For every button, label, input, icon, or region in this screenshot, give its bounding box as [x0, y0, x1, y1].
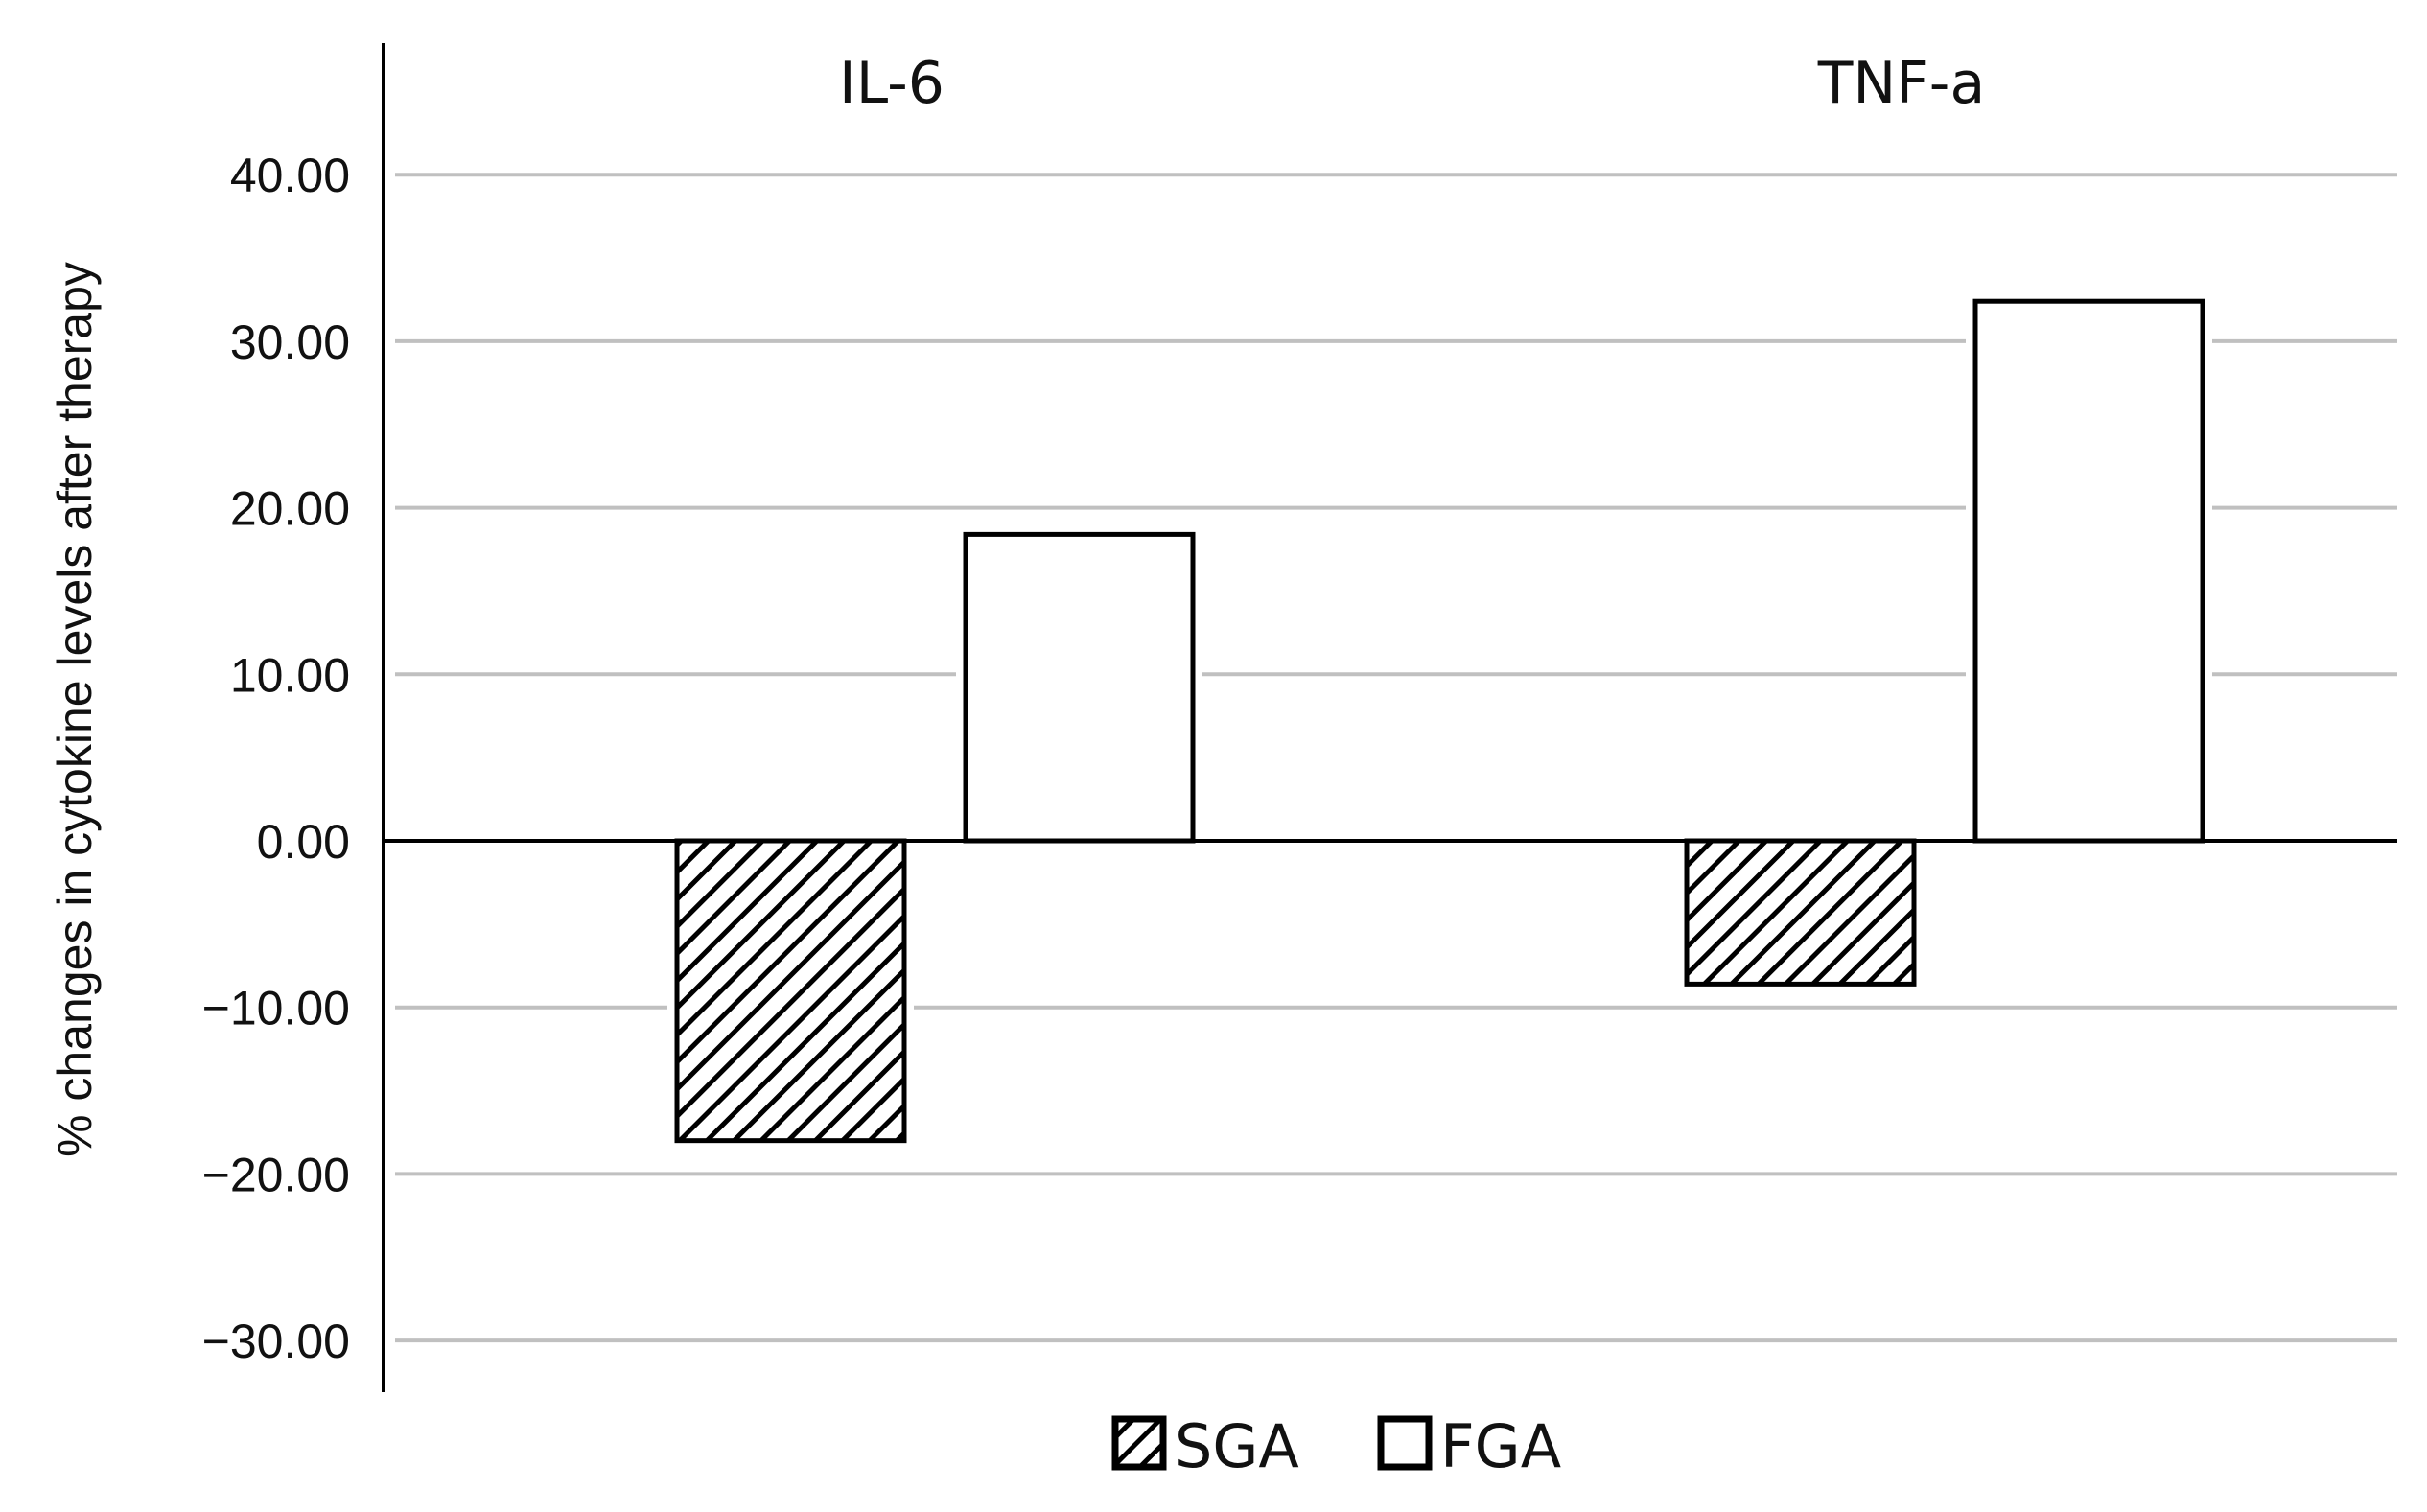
legend-swatch-sga [1111, 1415, 1167, 1471]
bar-fga-il-6 [963, 531, 1196, 844]
legend-label-fga: FGA [1440, 1411, 1561, 1481]
bar-fga-tnf-a [1972, 298, 2205, 844]
bar-sga-tnf-a [1684, 838, 1917, 987]
y-tick-label: 0.00 [257, 815, 350, 869]
y-tick-label: −10.00 [202, 982, 350, 1035]
y-tick-label: 20.00 [230, 482, 350, 536]
y-tick-label: 30.00 [230, 315, 350, 369]
legend-label-sga: SGA [1175, 1411, 1299, 1481]
legend-swatch-fga [1377, 1415, 1433, 1471]
bar-sga-il-6 [674, 838, 907, 1144]
y-tick-label: 40.00 [230, 149, 350, 202]
legend: SGA FGA [1111, 1411, 1561, 1481]
y-tick-label: 10.00 [230, 648, 350, 702]
bars [667, 298, 2212, 1144]
axes [382, 43, 2397, 1392]
y-axis-label: % changes in cytokine levels after thera… [48, 262, 102, 1157]
tick-labels: 40.00 30.00 20.00 10.00 0.00 −10.00 −20.00 −30.… [202, 50, 1986, 1368]
category-label: IL-6 [839, 50, 945, 117]
y-tick-label: −20.00 [202, 1148, 350, 1201]
y-tick-label: −30.00 [202, 1314, 350, 1368]
category-label: TNF-a [1817, 50, 1985, 117]
